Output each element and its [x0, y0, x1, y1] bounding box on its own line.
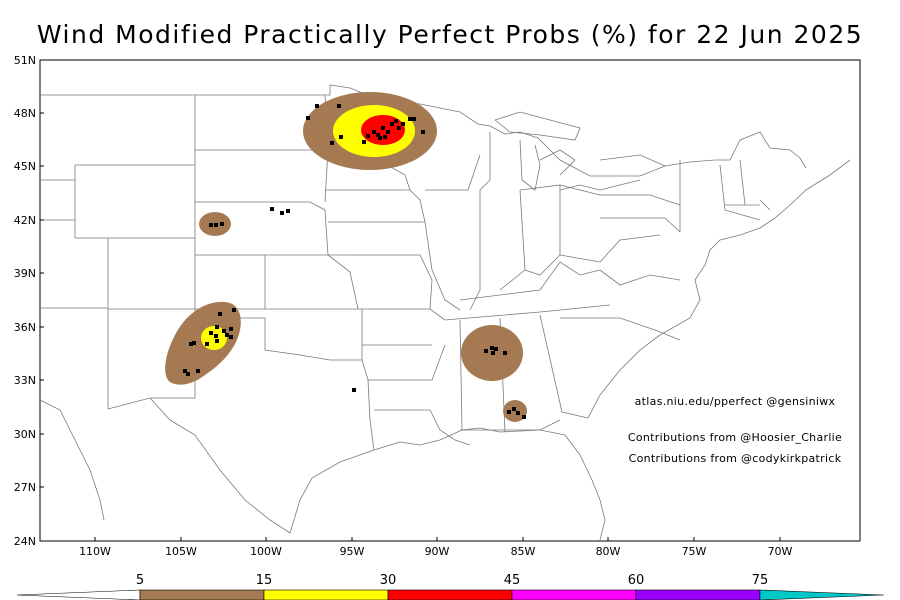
colorbar-label: 30 [379, 573, 397, 588]
lat-label: 33N [13, 374, 36, 387]
lat-label: 27N [13, 481, 36, 494]
report-markers [183, 104, 526, 419]
colorbar-segment-15-30 [263, 589, 389, 600]
colorbar-label: 5 [135, 573, 145, 588]
lat-label: 48N [13, 107, 36, 120]
lon-label: 95W [339, 545, 365, 558]
colorbar-label: 60 [627, 573, 645, 588]
lon-label: 100W [250, 545, 282, 558]
lon-label: 105W [165, 545, 197, 558]
coastlines [39, 111, 851, 541]
lat-label: 39N [13, 267, 36, 280]
colorbar [16, 589, 885, 600]
colorbar-segment-30-45 [387, 589, 513, 600]
credit-contributor-1: Contributions from @Hoosier_Charlie [627, 431, 843, 444]
lon-label: 80W [595, 545, 621, 558]
map-frame [39, 59, 861, 542]
colorbar-segment-45-60 [511, 589, 637, 600]
lat-label: 42N [13, 214, 36, 227]
colorbar-label: 75 [751, 573, 769, 588]
lon-label: 75W [681, 545, 707, 558]
lon-label: 110W [79, 545, 111, 558]
lat-label: 45N [13, 160, 36, 173]
colorbar-segment-above-75 [759, 589, 885, 600]
colorbar-label: 15 [255, 573, 273, 588]
chart-title: Wind Modified Practically Perfect Probs … [36, 20, 864, 49]
colorbar-segment-60-75 [635, 589, 761, 600]
colorbar-label: 45 [503, 573, 521, 588]
lat-label: 36N [13, 321, 36, 334]
lat-label: 24N [13, 535, 36, 548]
lon-label: 85W [510, 545, 536, 558]
colorbar-segment-below-5 [16, 589, 141, 600]
colorbar-segment-5-15 [139, 589, 265, 600]
lat-label: 51N [13, 54, 36, 67]
lon-label: 90W [424, 545, 450, 558]
prob-region-minnesota [303, 92, 437, 170]
credit-url: atlas.niu.edu/pperfect @gensiniwx [634, 395, 836, 408]
credit-contributor-2: Contributions from @codykirkpatrick [628, 452, 842, 465]
lat-label: 30N [13, 428, 36, 441]
lon-label: 70W [767, 545, 793, 558]
axis-ticks [40, 112, 781, 541]
